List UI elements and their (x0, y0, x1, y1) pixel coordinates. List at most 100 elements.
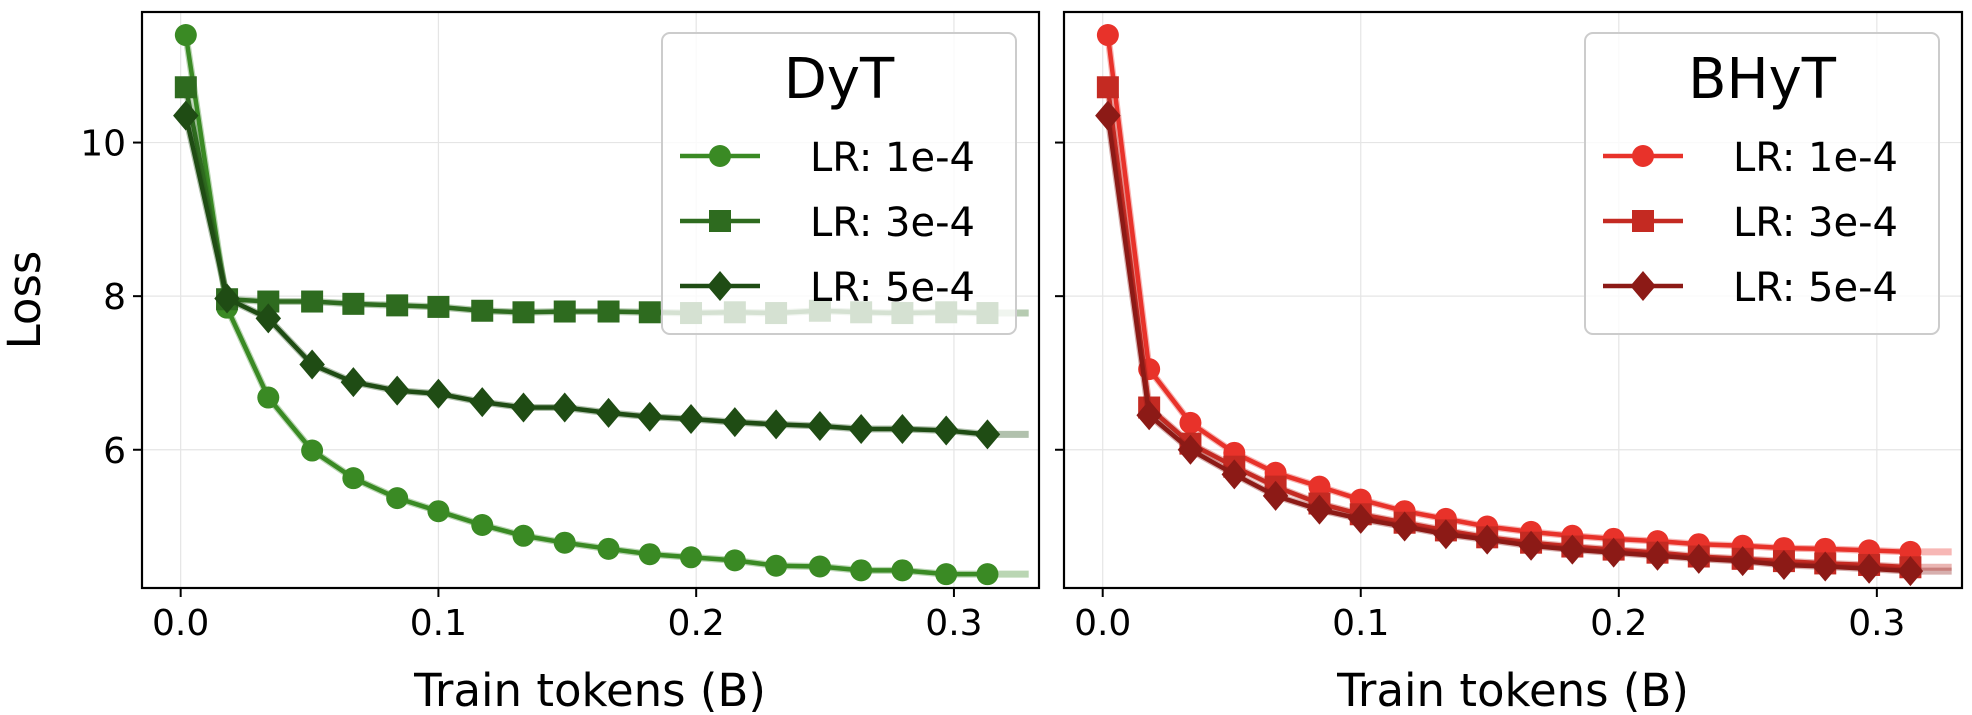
dyt-data-point (595, 397, 622, 428)
bhyt-data-point (1262, 480, 1289, 511)
dyt-data-point (471, 299, 494, 322)
bhyt-data-point (1095, 100, 1121, 131)
bhyt-data-point (1474, 524, 1500, 555)
dyt-legend-marker (709, 145, 731, 167)
bhyt-data-point (1308, 475, 1331, 498)
dyt-data-point (342, 467, 365, 490)
y-axis-label: Loss (0, 251, 51, 350)
bhyt-data-point (1096, 76, 1119, 99)
dyt-panel: 0.0 0.1 0.2 0.3 6 8 10 Train tokens (B) … (0, 10, 1041, 715)
bhyt-data-point (1136, 400, 1162, 431)
bhyt-x-axis-label: Train tokens (B) (1336, 664, 1689, 715)
dyt-x-ticks: 0.0 0.1 0.2 0.3 (152, 588, 983, 644)
bhyt-xtick-label: 0.2 (1590, 603, 1647, 644)
dyt-data-point (427, 295, 450, 318)
bhyt-data-point (1686, 543, 1712, 574)
dyt-data-point (425, 378, 452, 409)
dyt-data-point (933, 415, 959, 446)
bhyt-legend-box (1584, 32, 1940, 335)
dyt-data-point (174, 76, 197, 99)
dyt-data-point (257, 290, 280, 313)
dyt-ytick-label: 8 (103, 277, 126, 318)
dyt-legend-marker (709, 210, 731, 232)
dyt-data-point (976, 563, 999, 586)
dyt-data-point (807, 410, 833, 441)
dyt-data-point (427, 500, 450, 523)
bhyt-panel: 0.0 0.1 0.2 0.3 Train tokens (B) BHyT LR… (1055, 10, 1964, 715)
dyt-data-point (638, 543, 661, 566)
bhyt-data-point (1729, 546, 1756, 577)
dyt-data-point (935, 563, 958, 586)
dyt-data-point (850, 559, 873, 582)
bhyt-data-point (1177, 434, 1204, 465)
dyt-data-point (301, 439, 324, 462)
bhyt-data-point (1771, 549, 1797, 580)
dyt-ytick-label: 6 (103, 431, 126, 472)
dyt-data-point (174, 24, 197, 47)
dyt-legend-entries (680, 145, 760, 301)
bhyt-legend-entries (1603, 145, 1683, 301)
dyt-data-point (722, 407, 748, 438)
bhyt-legend-label: LR: 1e-4 (1733, 135, 1898, 181)
dyt-data-point (255, 303, 282, 334)
bhyt-legend-marker (1632, 145, 1654, 167)
bhyt-legend-label: LR: 5e-4 (1733, 265, 1898, 311)
dyt-data-point (680, 546, 703, 569)
bhyt-data-point (1812, 551, 1838, 582)
dyt-plot-frame (140, 10, 1041, 590)
dyt-legend-label: LR: 1e-4 (810, 135, 975, 181)
bhyt-data-point (1433, 519, 1459, 550)
dyt-y-ticks: 6 8 10 (80, 124, 142, 472)
dyt-data-point (512, 524, 535, 547)
bhyt-data-point (1600, 537, 1627, 568)
dyt-data-point (808, 555, 831, 578)
dyt-data-point (723, 549, 746, 572)
dyt-legend-box (661, 32, 1017, 335)
dyt-legend-label: LR: 3e-4 (810, 200, 975, 246)
bhyt-plot-frame (1062, 10, 1964, 590)
bhyt-legend-label: LR: 3e-4 (1733, 200, 1898, 246)
bhyt-data-point (1856, 553, 1882, 584)
dyt-data-point (386, 294, 409, 317)
dyt-xtick-label: 0.3 (925, 603, 982, 644)
dyt-data-point (301, 290, 324, 313)
bhyt-data-point (1348, 503, 1374, 534)
dyt-data-point (340, 367, 367, 398)
dyt-data-point (974, 419, 1001, 450)
dyt-data-point (173, 100, 199, 131)
bhyt-legend: BHyT LR: 1e-4 LR: 3e-4 LR: 5e-4 (1584, 32, 1940, 335)
dyt-data-point (510, 392, 537, 423)
dyt-data-point (553, 300, 576, 323)
bhyt-data-point (1518, 530, 1544, 561)
dyt-data-point (299, 349, 325, 380)
dyt-data-point (214, 283, 240, 314)
bhyt-legend-title: BHyT (1688, 47, 1837, 112)
bhyt-data-point (1559, 534, 1586, 565)
bhyt-data-point (1391, 511, 1418, 542)
bhyt-y-ticks (1055, 141, 1064, 451)
dyt-data-point (765, 554, 788, 577)
dyt-xtick-label: 0.2 (668, 603, 725, 644)
dyt-data-point (597, 300, 620, 323)
bhyt-data-point (1644, 540, 1671, 571)
bhyt-series (1095, 24, 1952, 587)
bhyt-data-point (1179, 411, 1202, 434)
dyt-xtick-label: 0.0 (152, 603, 209, 644)
dyt-legend-title: DyT (784, 47, 895, 112)
dyt-legend-marker (707, 271, 733, 301)
dyt-data-point (763, 409, 789, 440)
bhyt-x-ticks: 0.0 0.1 0.2 0.3 (1074, 588, 1905, 644)
dyt-data-point (891, 559, 914, 582)
bhyt-legend-marker (1630, 271, 1656, 301)
bhyt-data-point (1221, 459, 1248, 490)
dyt-data-point (386, 487, 409, 510)
dyt-data-point (384, 375, 410, 406)
dyt-ytick-label: 10 (80, 124, 126, 165)
dyt-data-point (553, 531, 576, 554)
dyt-data-point (848, 414, 874, 445)
dyt-data-point (638, 301, 661, 324)
dyt-data-point (678, 404, 704, 435)
bhyt-xtick-label: 0.0 (1074, 603, 1131, 644)
dyt-legend-label: LR: 5e-4 (810, 265, 975, 311)
